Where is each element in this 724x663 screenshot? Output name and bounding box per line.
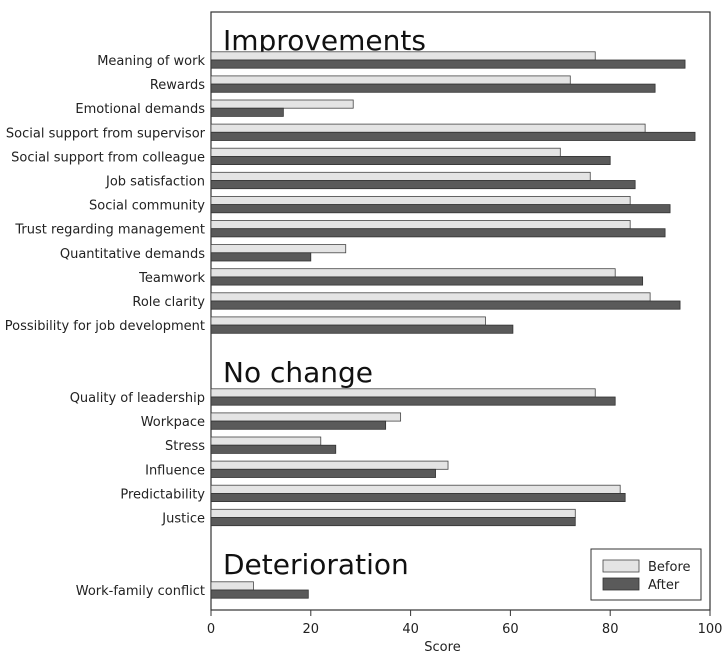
bar-before <box>210 99 354 109</box>
bar-before <box>210 460 449 470</box>
category-label: Quality of leadership <box>70 391 205 406</box>
bar-after <box>210 83 656 93</box>
category-label: Workpace <box>141 415 205 430</box>
bar-before <box>210 316 486 326</box>
bar-after <box>210 324 514 334</box>
bar-before <box>210 436 322 446</box>
group-title: Deterioration <box>223 548 409 581</box>
category-label: Trust regarding management <box>14 223 205 238</box>
bar-after <box>210 228 666 238</box>
bar-after <box>210 517 576 527</box>
category-label: Emotional demands <box>75 102 205 117</box>
category-label: Influence <box>145 463 205 478</box>
x-tick-label: 100 <box>698 622 723 637</box>
x-tick-label: 0 <box>207 622 215 637</box>
bar-after <box>210 300 681 310</box>
x-tick-label: 20 <box>303 622 320 637</box>
bar-before <box>210 244 347 254</box>
bar-before <box>210 123 646 133</box>
x-tick-label: 40 <box>402 622 419 637</box>
category-label: Social community <box>89 199 205 214</box>
bar-after <box>210 59 686 69</box>
bar-after <box>210 420 387 430</box>
bar-after <box>210 107 284 117</box>
bar-after <box>210 276 644 286</box>
category-label: Possibility for job development <box>5 319 205 334</box>
bar-before <box>210 412 402 422</box>
bar-before <box>210 147 561 157</box>
bar-after <box>210 180 636 190</box>
legend-swatch-before <box>602 559 640 573</box>
bar-before <box>210 508 576 518</box>
bar-after <box>210 468 436 478</box>
legend-swatch-after <box>602 577 640 591</box>
bar-before <box>210 388 596 398</box>
category-label: Social support from colleague <box>11 150 205 165</box>
bar-before <box>210 220 631 230</box>
bar-after <box>210 396 616 406</box>
category-label: Quantitative demands <box>60 247 205 262</box>
bar-before <box>210 75 571 85</box>
legend-label-before: Before <box>648 560 691 575</box>
category-label: Work-family conflict <box>76 584 205 599</box>
bar-after <box>210 589 309 599</box>
category-label: Social support from supervisor <box>6 126 206 141</box>
category-label: Justice <box>161 512 205 527</box>
category-label: Predictability <box>120 487 205 502</box>
x-axis-title: Score <box>424 640 460 655</box>
bar-before <box>210 484 621 494</box>
legend-label-after: After <box>648 578 680 593</box>
bar-after <box>210 131 696 141</box>
legend-box <box>590 548 702 601</box>
bar-after <box>210 155 611 165</box>
bar-before <box>210 292 651 302</box>
category-label: Teamwork <box>138 271 205 286</box>
bar-after <box>210 492 626 502</box>
x-tick-label: 80 <box>602 622 619 637</box>
category-label: Rewards <box>150 78 205 93</box>
x-tick-label: 60 <box>502 622 519 637</box>
plot-frame <box>210 11 711 611</box>
category-label: Meaning of work <box>97 54 205 69</box>
category-label: Role clarity <box>132 295 205 310</box>
group-title: No change <box>223 356 373 389</box>
bar-after <box>210 444 337 454</box>
bar-after <box>210 252 312 262</box>
bar-after <box>210 204 671 214</box>
bar-before <box>210 171 591 181</box>
bar-before <box>210 581 254 591</box>
category-label: Job satisfaction <box>105 175 205 190</box>
bar-before <box>210 51 596 61</box>
bar-before <box>210 268 616 278</box>
category-label: Stress <box>165 439 205 454</box>
bar-before <box>210 195 631 205</box>
